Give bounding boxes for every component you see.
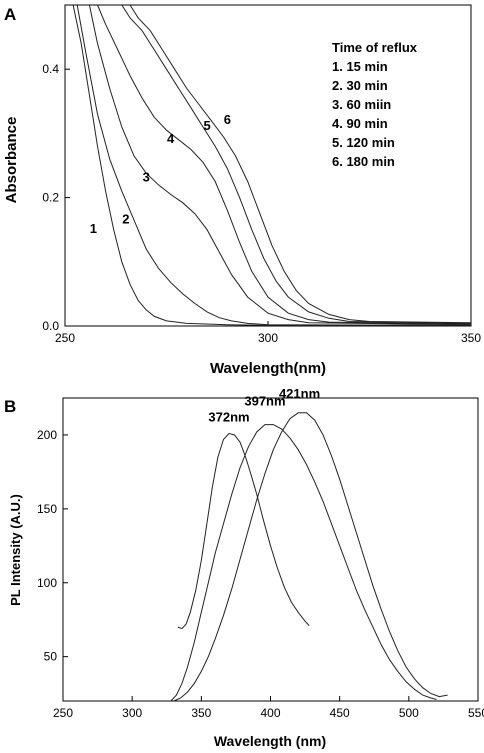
series-line-2 bbox=[76, 4, 472, 326]
series-lines-b bbox=[170, 412, 448, 702]
panel-b: B 250 300 350 400 450 500 550 50 100 150 200 372nm… bbox=[4, 386, 484, 749]
x-tick-label: 350 bbox=[461, 331, 481, 345]
ticks-b: 250 300 350 400 450 500 550 50 100 150 200 bbox=[37, 428, 484, 720]
series-line-372nm bbox=[177, 432, 310, 630]
series-line-1 bbox=[72, 4, 471, 326]
y-axis-label-a: Absorbance bbox=[3, 117, 20, 204]
x-tick-label: 300 bbox=[122, 706, 142, 720]
legend-a: Time of reflux 1. 15 min 2. 30 min 3. 60 mi… bbox=[332, 40, 418, 169]
series-line-3 bbox=[88, 4, 472, 326]
series-label-4: 4 bbox=[167, 131, 175, 146]
y-tick-label: 0.2 bbox=[42, 191, 59, 205]
x-tick-label: 350 bbox=[191, 706, 211, 720]
peak-annotation: 421nm bbox=[279, 386, 320, 401]
x-tick-label: 500 bbox=[399, 706, 419, 720]
y-tick-label: 0.4 bbox=[42, 62, 59, 76]
series-label-3: 3 bbox=[143, 170, 150, 185]
series-line-421nm bbox=[173, 412, 448, 702]
series-lines-a bbox=[72, 4, 472, 326]
x-tick-label: 250 bbox=[55, 331, 75, 345]
x-tick-label: 300 bbox=[258, 331, 278, 345]
legend-entry: 4. 90 min bbox=[332, 116, 388, 131]
legend-entry: 3. 60 miin bbox=[332, 97, 391, 112]
legend-entry: 1. 15 min bbox=[332, 59, 388, 74]
y-axis-label-b: PL Intensity (A.U.) bbox=[8, 494, 23, 606]
series-line-6 bbox=[129, 4, 472, 324]
legend-entry: 5. 120 min bbox=[332, 135, 395, 150]
legend-title: Time of reflux bbox=[332, 40, 418, 55]
series-labels-a: 1 2 3 4 5 6 bbox=[90, 112, 231, 236]
series-line-4 bbox=[97, 4, 472, 325]
x-axis-label-a: Wavelength(nm) bbox=[210, 360, 326, 377]
x-axis-label-b: Wavelength (nm) bbox=[214, 733, 326, 749]
plot-frame-b bbox=[62, 397, 479, 702]
series-label-2: 2 bbox=[122, 211, 129, 226]
panel-a: A 250 300 350 0.0 0.2 0.4 1 2 3 4 5 6 Time of refl… bbox=[3, 4, 481, 377]
series-label-1: 1 bbox=[90, 221, 97, 236]
peak-annotation: 397nm bbox=[244, 393, 285, 408]
y-tick-label: 200 bbox=[37, 428, 57, 442]
panel-letter-b: B bbox=[4, 397, 16, 416]
legend-entry: 6. 180 min bbox=[332, 154, 395, 169]
series-line-397nm bbox=[170, 424, 437, 702]
y-tick-label: 50 bbox=[44, 650, 58, 664]
peak-annotation: 372nm bbox=[208, 410, 249, 425]
x-tick-label: 250 bbox=[53, 706, 73, 720]
x-tick-label: 550 bbox=[468, 706, 484, 720]
series-label-6: 6 bbox=[224, 112, 231, 127]
x-tick-label: 400 bbox=[260, 706, 280, 720]
ticks-a: 250 300 350 0.0 0.2 0.4 bbox=[42, 62, 481, 345]
y-tick-label: 150 bbox=[37, 502, 57, 516]
series-label-5: 5 bbox=[203, 118, 210, 133]
panel-letter-a: A bbox=[4, 5, 16, 24]
series-line-5 bbox=[121, 4, 472, 324]
x-tick-label: 450 bbox=[330, 706, 350, 720]
y-tick-label: 100 bbox=[37, 576, 57, 590]
y-tick-label: 0.0 bbox=[42, 319, 59, 333]
legend-entry: 2. 30 min bbox=[332, 78, 388, 93]
